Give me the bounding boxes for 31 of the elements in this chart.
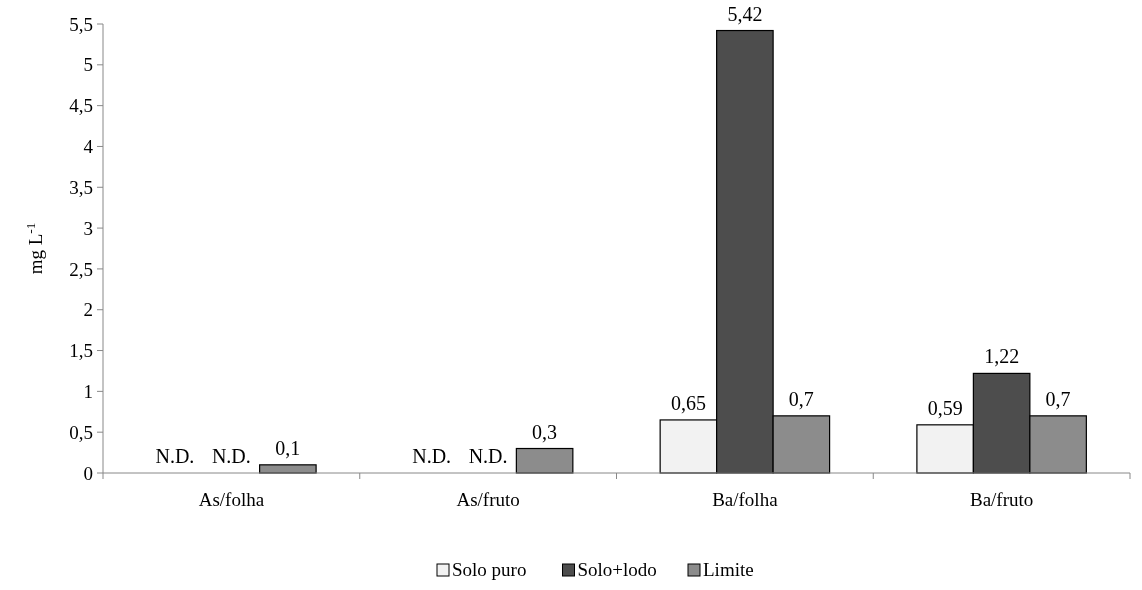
- text: N.D.: [211, 445, 251, 467]
- data-label: 0,65: [670, 391, 706, 414]
- data-label: 5,42: [727, 2, 763, 25]
- legend-label: Solo+lodo: [577, 559, 657, 580]
- y-tick-label: 3: [83, 217, 93, 239]
- y-tick-label: 5,5: [69, 13, 93, 35]
- data-label: 1,22: [984, 345, 1020, 368]
- data-label: 0,7: [788, 387, 814, 410]
- y-tick-label: 5: [83, 54, 93, 76]
- data-label: 0,1: [275, 436, 301, 459]
- text: N.D.: [412, 445, 452, 467]
- y-tick-label: 1: [83, 381, 93, 403]
- legend-label: Solo puro: [452, 559, 527, 580]
- text: N.D.: [155, 445, 195, 467]
- data-label: 0,59: [927, 396, 963, 419]
- y-tick-label: 2,5: [69, 258, 93, 280]
- y-tick-label: 4: [83, 136, 94, 158]
- legend-label: Limite: [703, 559, 754, 580]
- y-tick-label: 1,5: [69, 340, 93, 362]
- y-tick-label: 4,5: [69, 95, 93, 117]
- x-tick-label: As/folha: [198, 489, 265, 510]
- x-tick-label: Ba/fruto: [969, 489, 1034, 510]
- y-tick-label: 3,5: [69, 176, 93, 198]
- x-tick-label: Ba/folha: [712, 489, 779, 510]
- text: N.D.: [468, 445, 508, 467]
- y-tick-label: 0,5: [69, 421, 93, 443]
- x-tick-label: As/fruto: [456, 489, 520, 510]
- data-label: 0,3: [532, 420, 558, 443]
- y-tick-label: 0: [83, 462, 93, 484]
- data-label: 0,7: [1045, 387, 1071, 410]
- y-tick-label: 2: [83, 299, 93, 321]
